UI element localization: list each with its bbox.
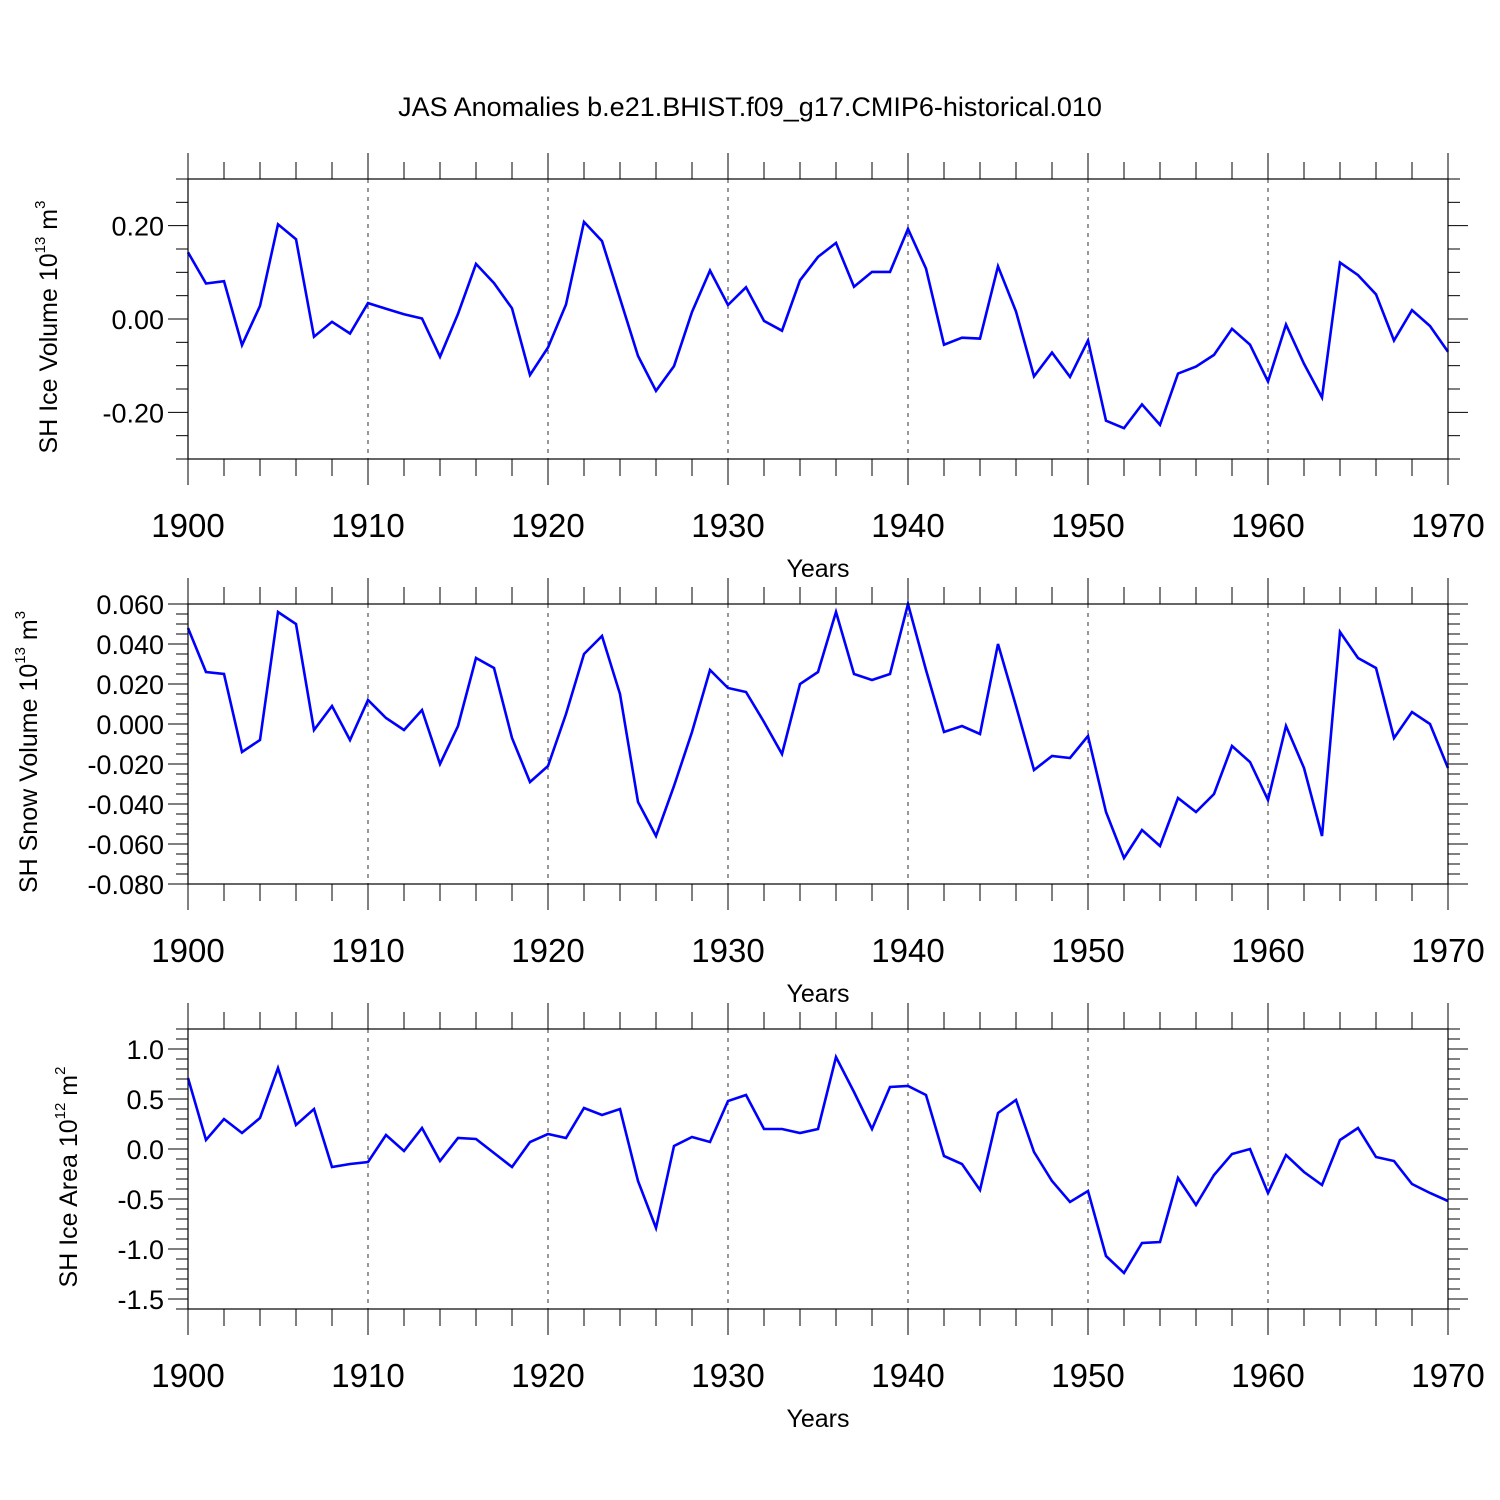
chart-panel-snow-volume: -0.080 -0.060 -0.040 -0.020 0.000 0.020 0.040 0… — [12, 578, 1485, 1008]
plot-frame — [187, 178, 1449, 460]
y-axis-title-superscript: 2 — [52, 1067, 69, 1075]
y-tick-label: -0.040 — [87, 790, 164, 820]
y-tick-label: -0.020 — [87, 750, 164, 780]
y-axis-title: SH Ice Volume 1013 m3 — [32, 201, 62, 454]
x-tick-label: 1900 — [151, 507, 224, 544]
x-tick-label: 1960 — [1231, 507, 1304, 544]
x-axis-title: Years — [786, 980, 849, 1008]
plot-frame — [187, 603, 1449, 885]
x-tick-label: 1900 — [151, 1357, 224, 1394]
y-tick-label: 0.0 — [126, 1135, 164, 1165]
y-tick-label: -1.0 — [117, 1235, 164, 1265]
y-axis-title-part: m — [15, 619, 43, 647]
x-axis-title: Years — [786, 555, 849, 583]
y-tick-label: 1.0 — [126, 1035, 164, 1065]
x-tick-label: 1940 — [871, 1357, 944, 1394]
y-axis-title: SH Ice Area 1012 m2 — [52, 1067, 82, 1288]
y-axis-title-superscript: 13 — [12, 647, 29, 664]
x-tick-label: 1940 — [871, 507, 944, 544]
x-tick-label: 1930 — [691, 932, 764, 969]
y-tick-label: 0.00 — [111, 305, 164, 335]
y-axis-title: SH Snow Volume 1013 m3 — [12, 611, 42, 893]
x-tick-label: 1920 — [511, 932, 584, 969]
y-axis-title-part: m — [35, 209, 63, 237]
series-line — [186, 219, 1450, 430]
figure-title: JAS Anomalies b.e21.BHIST.f09_g17.CMIP6-… — [398, 92, 1102, 122]
y-tick-label: -0.5 — [117, 1185, 164, 1215]
x-axis-title: Years — [786, 1405, 849, 1433]
x-tick-label: 1930 — [691, 1357, 764, 1394]
x-tick-label: 1920 — [511, 507, 584, 544]
chart-panel-ice-area: -1.5 -1.0 -0.5 0.0 0.5 1.0 1900 1910 1920 1930 194… — [52, 1003, 1485, 1433]
x-tick-label: 1930 — [691, 507, 764, 544]
y-tick-label: 0.5 — [126, 1085, 164, 1115]
y-axis-title-superscript: 12 — [52, 1103, 69, 1120]
x-tick-label: 1950 — [1051, 507, 1124, 544]
x-tick-label: 1910 — [331, 1357, 404, 1394]
x-tick-label: 1970 — [1411, 932, 1484, 969]
x-tick-label: 1910 — [331, 932, 404, 969]
y-axis-title-superscript: 3 — [32, 201, 49, 209]
y-tick-label: -0.20 — [102, 398, 164, 428]
y-tick-label: 0.060 — [96, 590, 164, 620]
x-tick-label: 1900 — [151, 932, 224, 969]
x-tick-label: 1910 — [331, 507, 404, 544]
y-axis-title-part: m — [55, 1075, 83, 1103]
x-tick-label: 1950 — [1051, 932, 1124, 969]
x-tick-label: 1920 — [511, 1357, 584, 1394]
x-tick-label: 1960 — [1231, 1357, 1304, 1394]
y-tick-label: 0.000 — [96, 710, 164, 740]
panels: -0.20 0.00 0.20 1900 1910 1920 1930 1940 1950 196… — [12, 153, 1485, 1433]
x-tick-label: 1970 — [1411, 507, 1484, 544]
y-axis-title-part: SH Ice Volume 10 — [35, 253, 63, 453]
y-tick-label: -1.5 — [117, 1285, 164, 1315]
y-axis-title-part: SH Snow Volume 10 — [15, 664, 43, 893]
plot-frame — [187, 1028, 1449, 1310]
series-line — [186, 1053, 1449, 1276]
x-tick-label: 1970 — [1411, 1357, 1484, 1394]
y-tick-label: -0.080 — [87, 870, 164, 900]
y-tick-label: 0.020 — [96, 670, 164, 700]
y-tick-label: 0.040 — [96, 630, 164, 660]
x-tick-label: 1960 — [1231, 932, 1304, 969]
y-tick-label: 0.20 — [111, 212, 164, 242]
y-axis-title-superscript: 13 — [32, 237, 49, 254]
series-line — [186, 598, 1450, 861]
y-axis-title-superscript: 3 — [12, 611, 29, 619]
y-axis-title-part: SH Ice Area 10 — [55, 1119, 83, 1287]
x-tick-label: 1950 — [1051, 1357, 1124, 1394]
y-tick-label: -0.060 — [87, 830, 164, 860]
chart-panel-ice-volume: -0.20 0.00 0.20 1900 1910 1920 1930 1940 1950 196… — [32, 153, 1485, 583]
x-tick-label: 1940 — [871, 932, 944, 969]
